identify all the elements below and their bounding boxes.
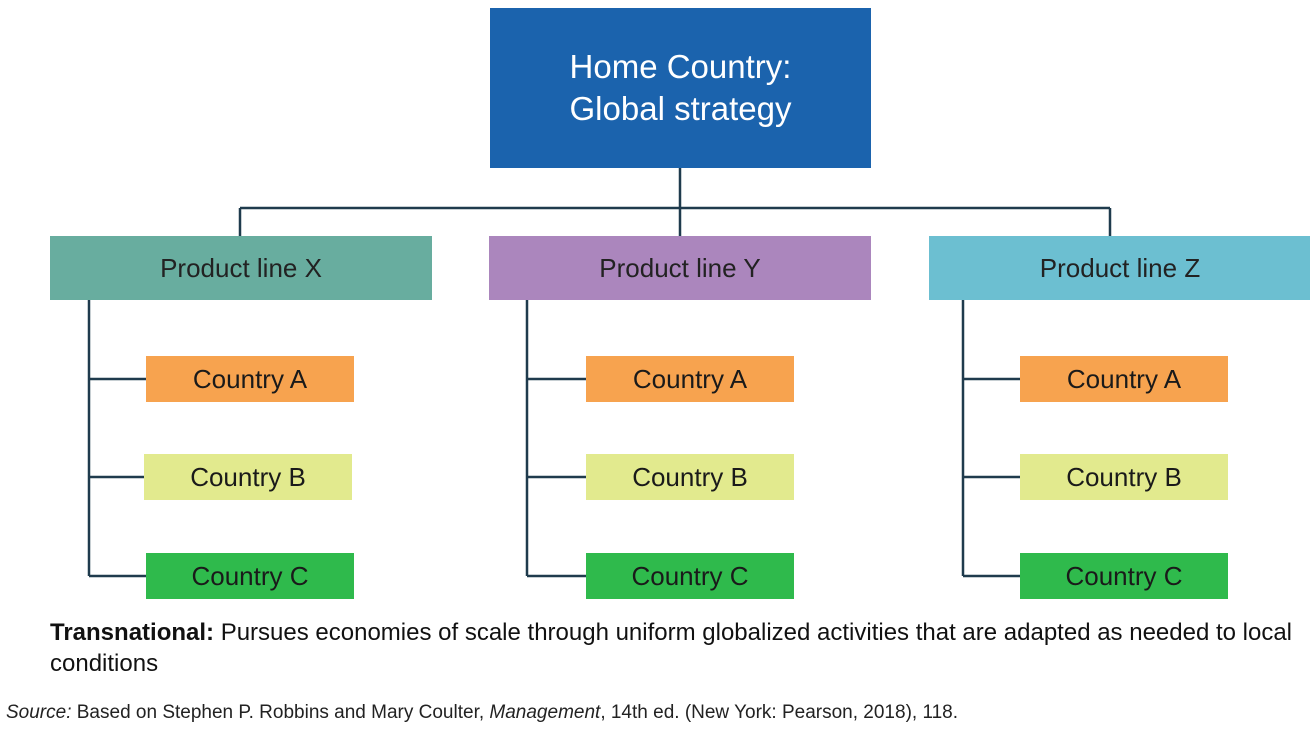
source-pre: Based on Stephen P. Robbins and Mary Cou… [71,702,490,723]
x-country-a-box: Country A [146,356,354,402]
caption: Transnational: Pursues economies of scal… [50,617,1305,679]
y-country-c-label: Country C [631,560,749,591]
product-line-y-label: Product line Y [599,252,761,283]
source-title: Management [489,702,601,723]
home-country-subtitle: Global strategy [569,90,792,127]
caption-text: Pursues economies of scale through unifo… [50,619,1293,677]
x-country-c-box: Country C [146,553,354,599]
product-line-y-box: Product line Y [489,236,871,300]
x-country-c-label: Country C [191,560,309,591]
z-country-c-box: Country C [1020,553,1228,599]
z-country-b-box: Country B [1020,454,1228,500]
y-country-a-label: Country A [632,363,748,394]
home-country-box: Home Country: Global strategy [490,8,871,168]
product-line-z-label: Product line Z [1039,252,1201,283]
y-country-c-box: Country C [586,553,794,599]
product-line-z-box: Product line Z [929,236,1310,300]
x-country-b-box: Country B [144,454,352,500]
product-line-x-label: Product line X [160,252,322,283]
source-label: Source: [6,702,72,723]
home-country-title: Home Country: [569,48,792,85]
product-line-x-box: Product line X [50,236,432,300]
y-country-b-label: Country B [632,461,748,492]
z-country-a-label: Country A [1066,363,1182,394]
z-country-c-label: Country C [1065,560,1183,591]
source-post: , 14th ed. (New York: Pearson, 2018), 11… [600,702,959,723]
z-country-a-box: Country A [1020,356,1228,402]
x-country-a-label: Country A [192,363,308,394]
x-country-b-label: Country B [190,461,306,492]
y-country-a-box: Country A [586,356,794,402]
source-note: Source: Based on Stephen P. Robbins and … [6,702,958,724]
z-country-b-label: Country B [1066,461,1182,492]
caption-term: Transnational: [50,619,215,646]
y-country-b-box: Country B [586,454,794,500]
